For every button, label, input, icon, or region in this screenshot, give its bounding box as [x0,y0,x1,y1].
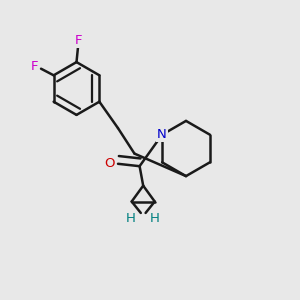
Text: H: H [150,212,160,225]
Text: O: O [104,157,115,170]
Text: N: N [157,128,167,141]
Text: F: F [74,34,82,47]
Text: F: F [31,60,38,74]
Text: H: H [126,212,136,225]
